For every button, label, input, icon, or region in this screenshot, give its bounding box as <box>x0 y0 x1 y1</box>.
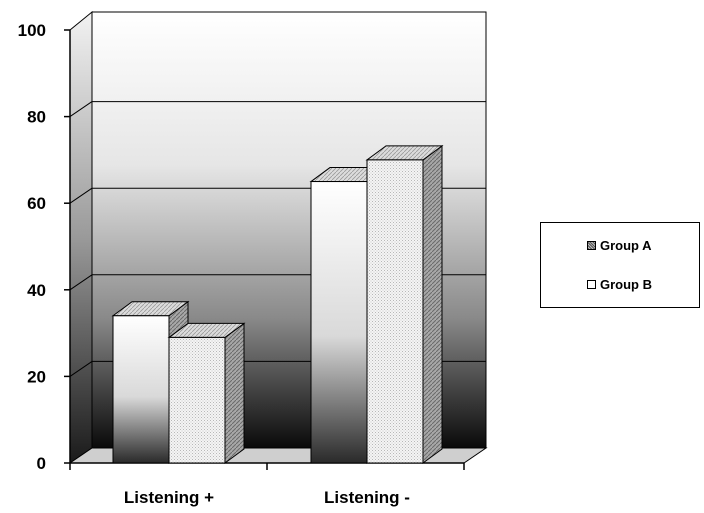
bar-side-face <box>224 322 245 464</box>
x-axis-ticks <box>69 463 465 470</box>
legend-swatch-group-a <box>587 241 596 250</box>
y-tick-label: 40 <box>27 281 46 300</box>
bar-front-face <box>168 336 226 464</box>
legend-swatch-group-b <box>587 280 596 289</box>
bar-front-face <box>310 181 368 464</box>
gridline-side <box>69 101 93 118</box>
gridline-side <box>69 360 93 377</box>
legend-label-group-a: Group A <box>600 238 652 253</box>
bar-group-b-1 <box>167 322 246 464</box>
side-wall <box>69 10 93 464</box>
x-category-label: Listening + <box>124 488 214 507</box>
legend-label-group-b: Group B <box>600 277 652 292</box>
bar-front-face <box>366 159 424 464</box>
y-axis-ticks: 0 20 40 60 80 100 <box>18 21 70 473</box>
bar-side-face <box>422 144 443 464</box>
y-tick-label: 80 <box>27 108 46 127</box>
legend-item-group-b: Group B <box>587 277 652 292</box>
legend: Group A Group B <box>540 222 700 308</box>
x-category-label: Listening - <box>324 488 410 507</box>
bar-front-face <box>112 315 170 464</box>
legend-item-group-a: Group A <box>587 238 652 253</box>
y-tick-label: 0 <box>37 454 46 473</box>
y-tick-label: 100 <box>18 21 46 40</box>
gridline-side <box>69 274 93 291</box>
category-labels: Listening + Listening - <box>124 488 410 507</box>
gridline-side <box>69 187 93 204</box>
bars <box>111 144 444 464</box>
y-tick-label: 20 <box>27 367 46 386</box>
bar-group-b-2 <box>365 144 444 464</box>
y-tick-label: 60 <box>27 194 46 213</box>
